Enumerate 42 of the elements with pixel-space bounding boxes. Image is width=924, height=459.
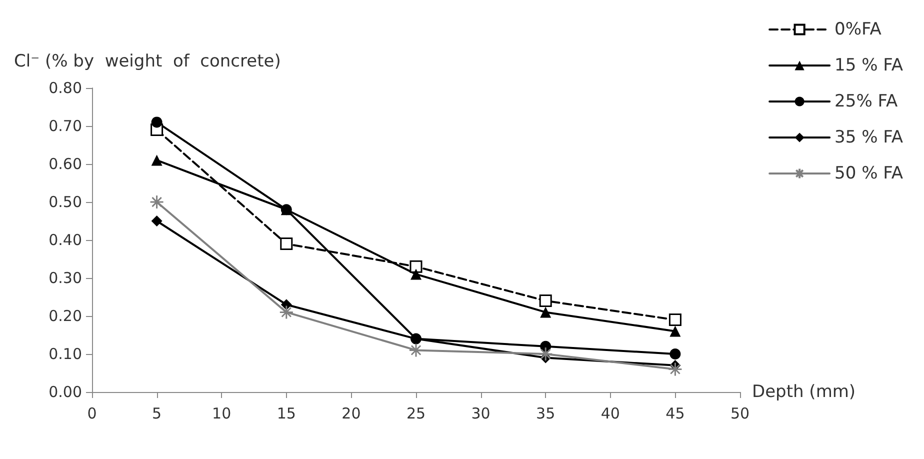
point [670,348,681,360]
point [280,238,293,250]
x-tick-label: 30 [471,404,490,422]
y-tick-label: 0.20 [48,307,82,325]
x-tick-label: 50 [730,404,750,422]
point [410,260,422,273]
x-axis-title: Depth (mm) [752,382,856,402]
point [151,116,162,128]
legend-label: 15 % FA [834,56,904,76]
point [151,216,162,226]
point [538,346,553,362]
point [539,294,552,308]
y-tick-label: 0.40 [48,231,82,249]
point [670,326,681,337]
y-tick-label: 0.80 [48,79,82,97]
x-tick-label: 10 [212,404,232,422]
point [150,194,164,210]
y-tick-label: 0.00 [48,383,82,401]
legend-label: 35 % FA [834,128,904,148]
point [540,306,552,318]
point [151,154,162,166]
y-tick-label: 0.50 [48,193,82,211]
legend-label: 25% FA [834,92,898,112]
y-tick-label: 0.30 [48,269,82,287]
point [668,314,682,326]
legend-label: 0%FA [834,20,882,40]
x-tick-label: 20 [342,404,361,422]
point [410,268,422,280]
x-tick-label: 15 [276,404,296,422]
x-tick-label: 40 [600,404,620,422]
y-tick-label: 0.70 [48,117,82,135]
x-tick-label: 35 [536,404,556,422]
y-axis-title: Cl⁻ (% by weight of concrete) [14,52,281,72]
x-tick-label: 45 [666,404,685,422]
y-tick-label: 0.10 [48,345,82,363]
point [668,362,682,376]
legend-label: 50 % FA [834,164,904,184]
x-tick-label: 25 [406,404,426,422]
x-tick-label: 5 [152,404,162,422]
x-tick-label: 0 [87,404,97,422]
point [279,304,294,320]
y-tick-label: 0.60 [48,155,82,173]
